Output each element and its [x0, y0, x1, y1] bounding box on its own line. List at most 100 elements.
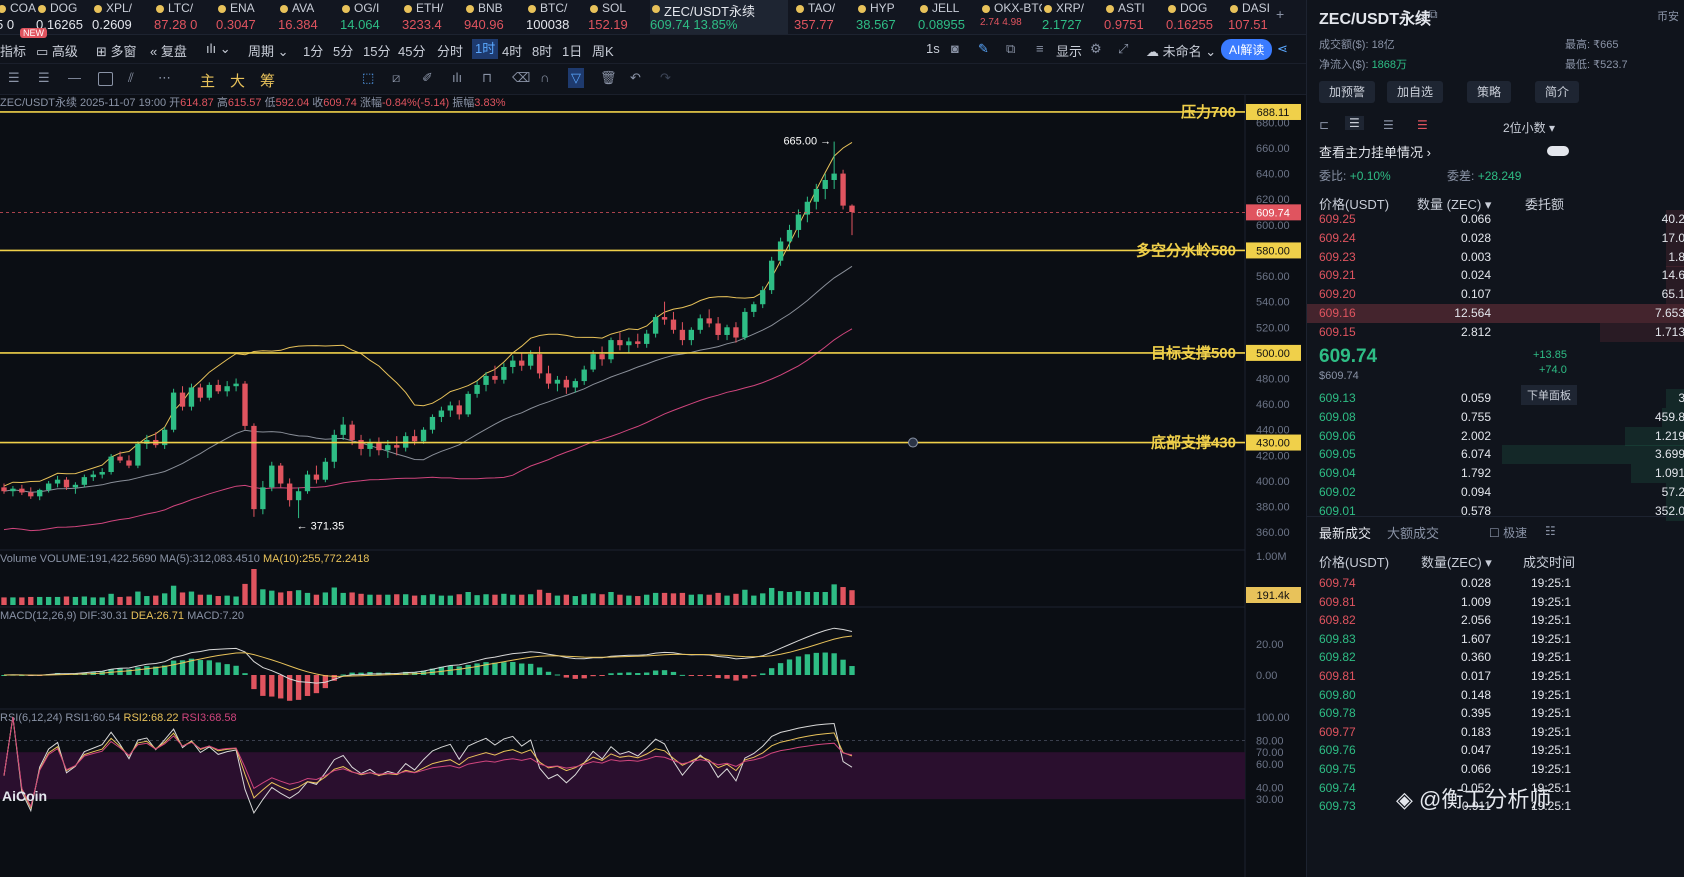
share-icon[interactable]: ⋖: [1277, 41, 1288, 56]
bid-row[interactable]: 609.06 2.002 1.219: [1307, 426, 1684, 446]
undo-icon[interactable]: ↶: [630, 70, 641, 85]
bid-row[interactable]: 609.01 0.578 352.0: [1307, 501, 1684, 521]
filter-settings-icon[interactable]: ☷: [1545, 524, 1556, 538]
bid-row[interactable]: 609.08 0.755 459.8: [1307, 407, 1684, 427]
latest-trades-tab[interactable]: 最新成交: [1319, 526, 1372, 541]
interval-tab[interactable]: 1分: [303, 44, 324, 59]
multi-window-button[interactable]: ⊞ 多窗: [96, 41, 137, 60]
advanced-button[interactable]: ▭ 高级: [36, 41, 78, 60]
big-trades-tab[interactable]: 大额成交: [1387, 526, 1440, 541]
ticker-item[interactable]: ZEC/USDT永续 609.74 13.85%: [650, 0, 788, 34]
gear-icon[interactable]: ⚙: [1090, 41, 1102, 56]
bid-row[interactable]: 609.02 0.094 57.2: [1307, 483, 1684, 502]
main-orders-toggle[interactable]: [1547, 146, 1569, 156]
ask-row[interactable]: 609.21 0.024 14.6: [1307, 266, 1684, 286]
ask-row[interactable]: 609.24 0.028 17.0: [1307, 228, 1684, 248]
main-orders-link[interactable]: 查看主力挂单情况 ›: [1319, 142, 1431, 161]
main-chart-button[interactable]: 主: [200, 73, 216, 90]
filter-icon[interactable]: ▽: [568, 68, 584, 88]
interval-tab[interactable]: 45分: [398, 44, 426, 59]
strategy-button[interactable]: 策略: [1467, 81, 1512, 103]
ticker-item[interactable]: BTC/100038: [526, 0, 588, 34]
interval-tab[interactable]: 分时: [437, 44, 464, 59]
candlestick-chart[interactable]: ZEC/USDT永续 2025-11-07 19:00 开614.87 高615…: [0, 95, 1305, 877]
redo-icon[interactable]: ↷: [660, 70, 671, 85]
ticker-item[interactable]: DOG 0.16255: [1166, 0, 1228, 34]
refresh-rate[interactable]: 1s: [926, 41, 940, 56]
ticker-item[interactable]: HYP 38.567: [856, 0, 918, 34]
bids-view-icon[interactable]: ☰: [1383, 118, 1394, 132]
copy-icon[interactable]: ⧉: [1429, 7, 1438, 21]
more-icon[interactable]: ⋯: [158, 70, 171, 85]
ask-row[interactable]: 609.20 0.107 65.1: [1307, 285, 1684, 305]
add-alert-button[interactable]: 加预警: [1319, 81, 1376, 103]
horizontal-line-icon[interactable]: —: [68, 70, 81, 85]
interval-tab[interactable]: 5分: [333, 44, 354, 59]
list-icon[interactable]: ≡: [1036, 41, 1044, 56]
line-handle[interactable]: [908, 437, 918, 448]
add-tab-icon[interactable]: +: [1276, 6, 1285, 22]
lines-icon[interactable]: ☰: [38, 70, 50, 85]
ticker-item[interactable]: DASI 107.51: [1228, 0, 1290, 34]
fullscreen-icon[interactable]: ⤢: [1118, 41, 1129, 56]
indicators-button[interactable]: 指标: [0, 44, 27, 59]
book-view-icon[interactable]: ☰: [1345, 116, 1364, 130]
ticker-item[interactable]: ETH/3233.4: [402, 0, 464, 34]
asks-view-icon[interactable]: ☰: [1417, 118, 1428, 132]
replay-button[interactable]: « 复盘: [150, 41, 187, 60]
fib-icon[interactable]: ⫽: [128, 70, 134, 85]
ask-row[interactable]: 609.23 0.003 1.8: [1307, 247, 1684, 267]
ask-row[interactable]: 609.25 0.066 40.2: [1307, 210, 1684, 229]
ask-row[interactable]: 609.15 2.812 1.713: [1307, 322, 1684, 342]
ai-interpret-button[interactable]: AI解读: [1221, 39, 1273, 60]
ticker-item[interactable]: LTC/87.28 0: [154, 0, 216, 34]
menu-icon[interactable]: ☰: [8, 70, 20, 85]
both-sides-icon[interactable]: ⊏: [1319, 118, 1330, 132]
trades-header-qty[interactable]: 数量(ZEC) ▾: [1421, 555, 1492, 570]
lock-icon[interactable]: ⊓: [482, 70, 493, 85]
ticker-item[interactable]: OG/I 14.064: [340, 0, 402, 34]
intro-button[interactable]: 简介: [1535, 81, 1580, 103]
chart-type-button[interactable]: ılı ⌄: [206, 41, 231, 57]
interval-tab[interactable]: 8时: [532, 44, 553, 59]
ticker-item[interactable]: ASTI 0.9751: [1104, 0, 1166, 34]
rectangle-icon[interactable]: [98, 72, 113, 86]
ticker-item[interactable]: DOG 0.16265: [36, 0, 98, 34]
ticker-item[interactable]: SOL 152.19: [588, 0, 650, 34]
pencil-icon[interactable]: ✎: [978, 41, 989, 56]
pattern-icon[interactable]: ılı: [452, 70, 463, 85]
magnet-icon[interactable]: ∩: [540, 70, 550, 85]
ob-header-qty[interactable]: 数量 (ZEC) ▾: [1417, 197, 1492, 212]
bid-row[interactable]: 609.05 6.074 3.699: [1307, 445, 1684, 465]
camera-icon[interactable]: ◙: [951, 41, 959, 56]
order-panel-button[interactable]: 下单面板: [1521, 385, 1577, 405]
eraser-icon[interactable]: ⌫: [512, 70, 531, 85]
ticker-item[interactable]: AVA 16.384: [278, 0, 340, 34]
ruler-icon[interactable]: ⧄: [392, 70, 401, 85]
layout-name-button[interactable]: ☁ 未命名 ⌄: [1146, 41, 1216, 60]
ticker-item[interactable]: COA 5 0: [0, 0, 58, 34]
decimals-select[interactable]: 2位小数 ▾: [1503, 121, 1556, 135]
interval-tab[interactable]: 4时: [502, 44, 523, 59]
fast-mode-checkbox[interactable]: ☐ 极速: [1489, 524, 1527, 541]
layout-icon[interactable]: ⧉: [1006, 41, 1016, 56]
trash-icon[interactable]: 🗑: [600, 70, 617, 85]
ticker-item[interactable]: JELL 0.08955: [918, 0, 980, 34]
chips-button[interactable]: 筹: [260, 73, 276, 90]
bid-row[interactable]: 609.13 0.059 3: [1307, 389, 1684, 408]
interval-tab[interactable]: 1时: [472, 39, 499, 59]
big-order-button[interactable]: 大: [230, 73, 246, 90]
bid-row[interactable]: 609.04 1.792 1.091: [1307, 464, 1684, 484]
ticker-item[interactable]: XRP/2.1727: [1042, 0, 1104, 34]
interval-tab[interactable]: 1日: [562, 44, 583, 59]
brush-icon[interactable]: ✐: [422, 70, 433, 85]
ask-row[interactable]: 609.16 12.564 7.653: [1307, 304, 1684, 323]
ticker-item[interactable]: ENA 0.3047: [216, 0, 278, 34]
ticker-item[interactable]: BNB 940.96: [464, 0, 526, 34]
ticker-item[interactable]: OKX-BTC 2.74 4.98: [980, 0, 1042, 34]
ticker-item[interactable]: XPL/0.2609: [92, 0, 154, 34]
period-button[interactable]: 周期 ⌄: [248, 41, 289, 60]
add-watchlist-button[interactable]: 加自选: [1387, 81, 1444, 103]
ticker-item[interactable]: TAO/357.77: [794, 0, 856, 34]
display-button[interactable]: 显示: [1056, 44, 1083, 59]
